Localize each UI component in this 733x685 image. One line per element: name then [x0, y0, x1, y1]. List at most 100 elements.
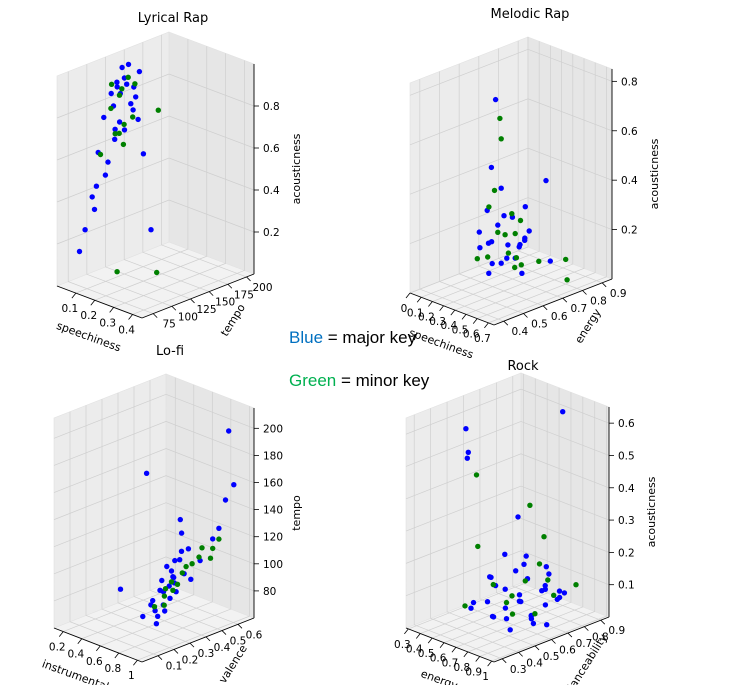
point-minor	[518, 262, 524, 268]
point-minor	[462, 603, 468, 609]
point-major	[516, 592, 523, 598]
z-tick-label: 0.2	[621, 225, 638, 237]
point-minor	[162, 586, 169, 592]
z-gridline	[56, 199, 255, 245]
z-gridline	[409, 98, 613, 146]
z-tick-label: 0.4	[618, 483, 635, 495]
point-major	[526, 228, 532, 234]
point-minor	[119, 86, 125, 92]
y-tick	[601, 282, 607, 288]
z-axis-label: acousticness	[645, 476, 658, 547]
point-major	[521, 561, 527, 567]
x-tick	[71, 292, 77, 299]
x-tick-label: 0.4	[118, 324, 135, 336]
point-major	[172, 557, 178, 564]
x-tick-label: 0.3	[99, 317, 116, 329]
point-major	[178, 530, 185, 536]
x-gridline	[408, 373, 524, 630]
y-tick-label: 0.3	[198, 648, 215, 660]
point-major	[226, 428, 232, 434]
y-tick-label: 150	[215, 297, 235, 309]
point-minor	[545, 577, 551, 583]
y-tick	[542, 305, 548, 311]
point-major	[543, 564, 549, 570]
point-major	[547, 258, 553, 264]
point-major	[119, 64, 125, 71]
point-major	[177, 516, 183, 523]
x-gridline	[432, 45, 551, 302]
point-minor	[536, 258, 542, 264]
x-tick	[439, 305, 444, 312]
y-gridline	[117, 392, 207, 638]
point-major	[124, 81, 130, 87]
z-gridline	[56, 73, 255, 119]
point-major	[222, 497, 229, 503]
x-gridline	[491, 406, 607, 662]
z-tick-label: 180	[263, 450, 283, 462]
x-gridline	[421, 41, 540, 298]
y-gridline	[67, 71, 154, 314]
z-gridline	[405, 453, 610, 500]
z-tick-label: 140	[263, 505, 283, 517]
legend-major-color-word: Blue	[289, 328, 324, 347]
point-minor	[120, 141, 127, 148]
point-major	[519, 270, 525, 276]
point-major	[546, 571, 552, 577]
point-major	[544, 622, 550, 628]
x-tick	[427, 637, 433, 644]
z-tick-label: 100	[263, 559, 283, 571]
z-tick-label: 0.3	[618, 515, 635, 527]
point-minor	[116, 92, 123, 98]
point-major	[498, 260, 504, 266]
point-major	[102, 172, 109, 178]
point-major	[468, 605, 474, 611]
z-gridline	[405, 388, 610, 435]
point-minor	[189, 561, 195, 567]
x-tick	[114, 652, 120, 659]
x-tick-label: 0.4	[406, 644, 423, 656]
z-tick-label: 0.8	[263, 101, 280, 113]
z-tick-label: 120	[263, 532, 283, 544]
point-minor	[573, 582, 579, 588]
point-major	[523, 553, 529, 559]
point-major	[216, 525, 222, 531]
z-tick-label: 80	[263, 586, 276, 598]
chart-title: Lo-fi	[156, 344, 184, 359]
y-tick-label: 175	[234, 289, 254, 301]
x-gridline	[113, 53, 227, 308]
point-major	[121, 127, 128, 133]
point-minor	[108, 105, 114, 112]
back-pane-right	[520, 372, 610, 618]
x-tick-label: 0.7	[474, 333, 491, 345]
y-tick	[518, 652, 523, 657]
x-tick	[439, 642, 445, 648]
point-major	[140, 613, 146, 620]
x-gridline	[63, 377, 176, 632]
y-tick-label: 0.6	[559, 645, 576, 657]
point-major	[484, 599, 491, 605]
x-gridline	[137, 406, 250, 661]
y-gridline	[142, 42, 228, 285]
point-minor	[512, 264, 518, 271]
x-tick	[96, 645, 101, 652]
point-major	[136, 68, 143, 75]
point-major	[76, 248, 83, 255]
x-axis-line	[56, 285, 143, 319]
point-minor	[474, 256, 480, 262]
x-tick-label: 0	[401, 303, 408, 315]
point-minor	[108, 81, 115, 88]
point-major	[82, 227, 88, 233]
y-tick-label: 0.7	[576, 638, 593, 650]
z-tick-label: 0.2	[618, 547, 635, 559]
x-gridline	[467, 396, 584, 653]
point-minor	[486, 204, 492, 210]
y-tick	[523, 313, 528, 318]
z-tick-label: 0.6	[263, 143, 280, 155]
point-minor	[495, 229, 501, 235]
point-major	[477, 245, 483, 251]
y-gridline	[85, 405, 175, 650]
y-gridline	[123, 49, 210, 292]
point-major	[155, 613, 161, 619]
point-major	[116, 119, 123, 125]
legend-major: Blue = major key	[289, 328, 416, 348]
